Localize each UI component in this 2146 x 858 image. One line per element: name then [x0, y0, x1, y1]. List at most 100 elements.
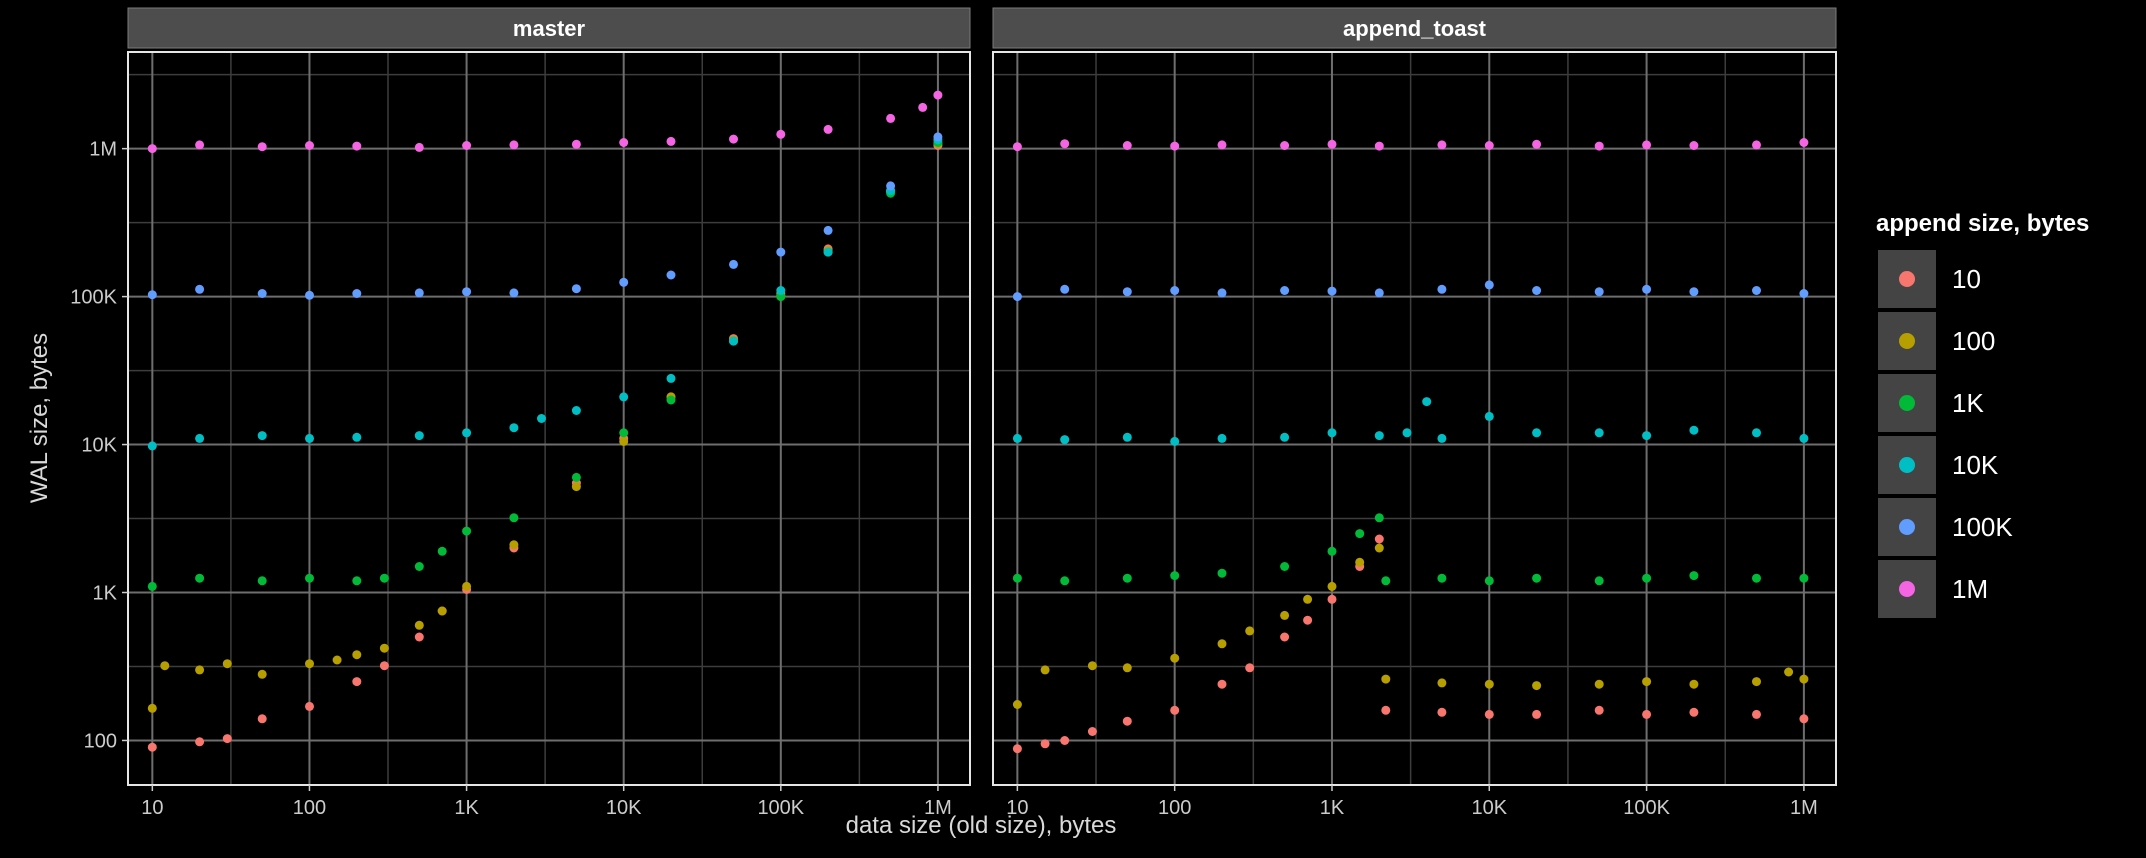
data-point [1012, 573, 1022, 583]
legend-item-1M: 1M [1878, 560, 1988, 618]
data-point [1642, 140, 1652, 150]
series-10 [1012, 534, 1809, 754]
data-point [1689, 707, 1699, 717]
y-axis: 100 1K 10K 100K 1M [70, 139, 128, 752]
panel-border [992, 51, 1837, 786]
data-point [1799, 433, 1809, 443]
data-point [1122, 663, 1132, 673]
data-point [571, 406, 581, 415]
x-axis: 10 100 1K 10K 100K 1M [141, 785, 952, 819]
data-point [1374, 534, 1384, 544]
data-point [571, 139, 581, 149]
data-point [1594, 576, 1604, 586]
data-point [257, 669, 267, 679]
data-point [1217, 288, 1227, 298]
data-point [195, 737, 205, 747]
data-point [147, 742, 157, 752]
data-point [195, 284, 205, 294]
data-point [1484, 679, 1494, 689]
data-point [1532, 139, 1542, 149]
data-point [619, 392, 629, 402]
data-point [1060, 576, 1070, 586]
data-point [1484, 280, 1494, 290]
data-point [666, 395, 676, 405]
data-point [823, 247, 833, 257]
data-point [1402, 428, 1412, 438]
data-point [1040, 665, 1050, 675]
data-point [222, 734, 232, 744]
data-point [1752, 286, 1761, 295]
data-point [257, 576, 267, 586]
data-point [933, 90, 943, 100]
data-point [1689, 679, 1699, 689]
data-point [571, 284, 581, 294]
data-point [1642, 431, 1652, 441]
data-point [1170, 286, 1180, 295]
data-point [1012, 142, 1022, 152]
data-point [1381, 576, 1391, 586]
data-point [1689, 425, 1699, 435]
data-point [1642, 709, 1652, 719]
data-point [379, 573, 389, 583]
data-point [147, 144, 157, 154]
plot-background [128, 52, 970, 785]
data-point [257, 289, 267, 298]
legend-swatch [1899, 457, 1915, 473]
data-point [414, 431, 424, 441]
data-point [1752, 677, 1761, 687]
data-point [1217, 639, 1227, 649]
data-point [1752, 140, 1761, 150]
data-point [1355, 529, 1365, 539]
data-point [1122, 716, 1132, 726]
data-point [666, 136, 676, 146]
data-point [1799, 138, 1809, 147]
legend-label: 1M [1952, 574, 1988, 604]
data-point [195, 573, 205, 583]
data-point [776, 247, 786, 257]
data-point [1060, 435, 1070, 445]
data-point [414, 620, 424, 630]
data-point [619, 428, 629, 438]
data-point [729, 259, 738, 269]
series-1K [1012, 513, 1809, 586]
plot-background [993, 52, 1836, 785]
data-point [1422, 397, 1432, 407]
x-tick-label: 10K [1471, 797, 1507, 819]
data-point [462, 526, 472, 536]
legend-swatch [1899, 519, 1915, 535]
data-point [1060, 284, 1070, 294]
data-point [437, 546, 447, 556]
data-point [619, 138, 629, 147]
data-point [619, 277, 629, 287]
data-point [305, 290, 314, 300]
data-point [1484, 141, 1494, 150]
data-point [1689, 287, 1699, 297]
data-point [1594, 705, 1604, 715]
data-point [1799, 289, 1809, 298]
data-point [1437, 140, 1447, 150]
data-point [776, 286, 786, 295]
data-point [1245, 626, 1255, 636]
data-point [619, 436, 629, 446]
data-point [1327, 581, 1337, 591]
data-point [1217, 140, 1227, 150]
data-point [1752, 709, 1761, 719]
data-point [1170, 705, 1180, 715]
data-point [462, 287, 472, 297]
data-point [1484, 411, 1494, 421]
facet-strip [127, 7, 971, 49]
facet-title: append_toast [1343, 16, 1487, 41]
data-point [462, 581, 472, 591]
data-point [666, 373, 676, 383]
data-point [1280, 562, 1290, 571]
data-point [1327, 546, 1337, 556]
data-point [1060, 139, 1070, 149]
data-point [1594, 428, 1604, 438]
data-point [1374, 431, 1384, 441]
data-point [537, 414, 546, 423]
gridlines [128, 52, 970, 785]
data-point [1280, 632, 1290, 642]
data-point [305, 573, 314, 583]
